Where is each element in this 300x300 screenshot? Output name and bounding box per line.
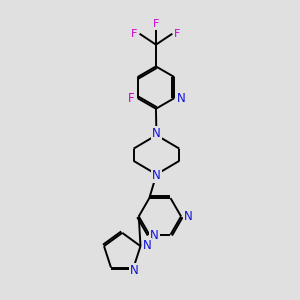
Text: N: N (177, 92, 185, 105)
Text: N: N (152, 127, 161, 140)
Text: F: F (174, 29, 181, 39)
Text: N: N (184, 210, 192, 223)
Text: N: N (130, 263, 139, 277)
Text: F: F (131, 29, 138, 39)
Text: N: N (142, 238, 151, 252)
Text: F: F (153, 19, 159, 28)
Text: F: F (128, 92, 135, 105)
Text: N: N (152, 169, 161, 182)
Text: N: N (150, 229, 159, 242)
